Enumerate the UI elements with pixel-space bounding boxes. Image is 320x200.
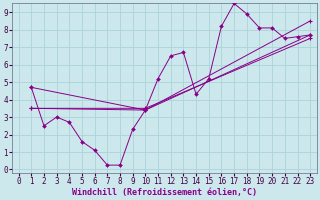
X-axis label: Windchill (Refroidissement éolien,°C): Windchill (Refroidissement éolien,°C): [72, 188, 257, 197]
